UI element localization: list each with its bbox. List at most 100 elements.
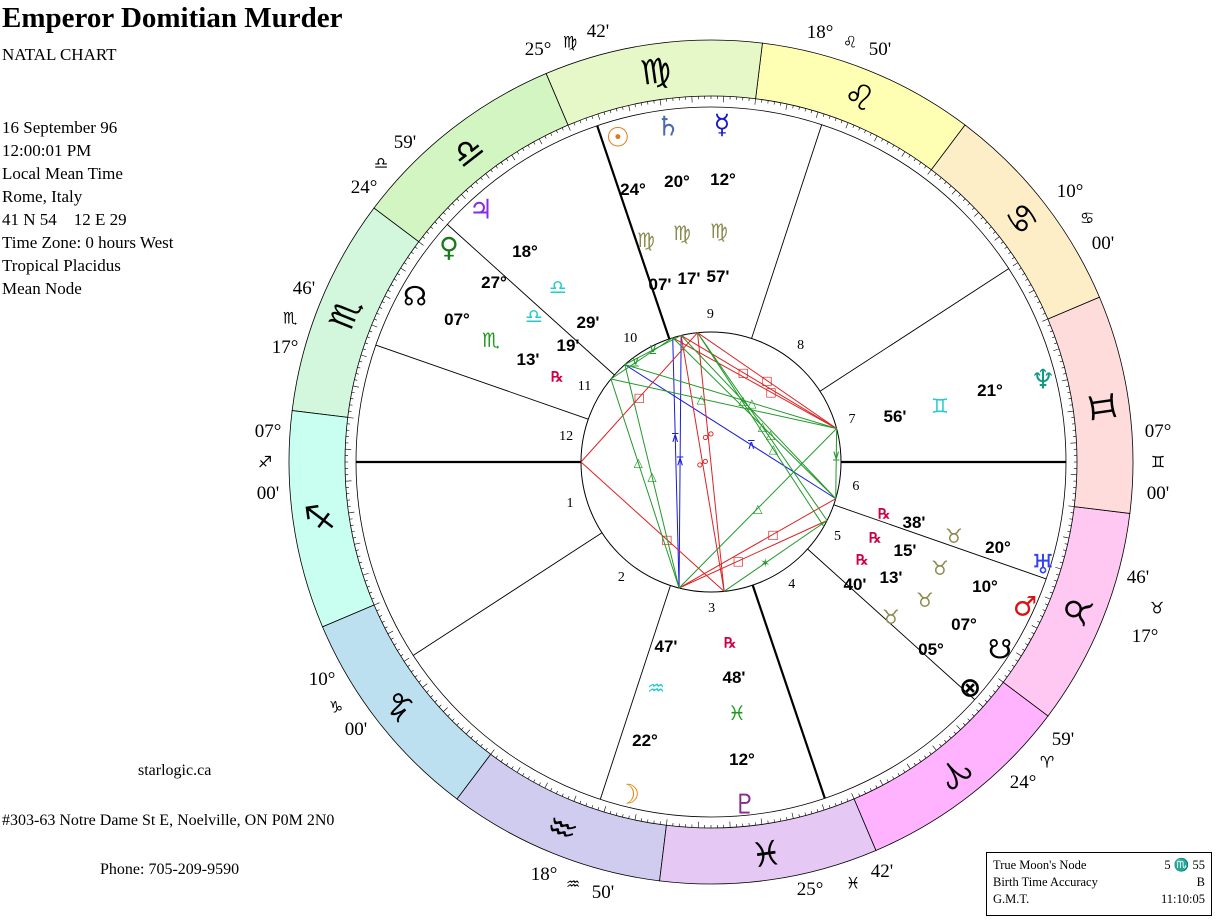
degree-tick xyxy=(615,108,618,112)
degree-tick xyxy=(376,312,380,315)
degree-tick xyxy=(1068,398,1072,400)
cusp-minute: 46' xyxy=(292,278,316,299)
degree-tick xyxy=(371,597,375,600)
sign-glyph-virgo-icon: ♍︎ xyxy=(638,49,675,94)
cusp-degree: 18° xyxy=(530,864,558,885)
degree-tick xyxy=(1054,342,1058,345)
aspect-line-square xyxy=(672,337,837,429)
cusp-degree: 25° xyxy=(796,879,824,900)
snode-retrograde-icon: ℞ xyxy=(855,551,869,568)
mars-icon: ♂︎ xyxy=(1012,591,1038,623)
degree-tick xyxy=(1000,241,1004,244)
degree-tick xyxy=(461,194,466,199)
cusp-degree: 10° xyxy=(1056,181,1084,202)
degree-tick xyxy=(1053,348,1060,352)
saturn-icon: ♄︎ xyxy=(655,111,681,143)
node-sign-icon: ♏︎ xyxy=(482,328,500,352)
degree-tick xyxy=(397,648,401,651)
degree-tick xyxy=(1018,267,1022,270)
aspect-line-semisextile xyxy=(624,335,682,366)
degree-tick xyxy=(352,385,359,388)
house-number-2: 2 xyxy=(617,570,625,586)
aspect-line-square xyxy=(580,461,725,592)
degree-tick xyxy=(1063,549,1067,551)
degree-tick xyxy=(640,818,643,822)
mercury-sign-icon: ♍︎ xyxy=(710,219,728,243)
cusp-minute: 42' xyxy=(870,861,894,882)
saturn-degree: 20° xyxy=(664,172,690,191)
degree-tick xyxy=(901,151,906,157)
degree-tick xyxy=(591,115,594,119)
aspect-square-icon: □ xyxy=(634,390,645,404)
degree-tick xyxy=(845,122,849,129)
degree-tick xyxy=(897,148,900,152)
degree-tick xyxy=(924,755,927,759)
aspect-line-trine xyxy=(624,364,680,589)
aspect-line-trine xyxy=(610,378,680,589)
cusp-sign-icon: ♈︎ xyxy=(1039,752,1055,772)
aspect-trine-icon: △ xyxy=(753,501,763,515)
mars-degree: 10° xyxy=(972,577,998,596)
degree-tick xyxy=(1042,318,1049,322)
coordinates: 41 N 54 12 E 29 xyxy=(2,210,127,229)
venus-minute: 19' xyxy=(556,336,580,355)
degree-tick xyxy=(573,122,576,126)
fortune-sign-icon: ♉︎ xyxy=(882,605,900,629)
degree-tick xyxy=(422,683,428,688)
house-number-11: 11 xyxy=(577,379,592,395)
cusp-degree: 10° xyxy=(308,669,336,690)
degree-tick xyxy=(414,675,418,678)
degree-tick xyxy=(369,591,373,594)
pluto-retrograde-icon: ℞ xyxy=(723,634,737,651)
degree-tick xyxy=(434,699,438,703)
aspect-square-icon: □ xyxy=(761,374,772,388)
cusp-sign-icon: ♐︎ xyxy=(257,452,273,472)
degree-tick xyxy=(798,814,800,818)
degree-tick xyxy=(357,366,361,369)
degree-tick xyxy=(357,555,361,558)
aspect-trine-icon: △ xyxy=(769,442,779,456)
degree-tick xyxy=(567,796,570,800)
degree-tick xyxy=(366,585,370,588)
mercury-minute: 57' xyxy=(706,267,730,286)
house-number-12: 12 xyxy=(559,429,574,445)
degree-tick xyxy=(918,162,922,165)
degree-tick xyxy=(390,284,394,287)
house-cusp-12 xyxy=(375,344,589,420)
degree-tick xyxy=(355,373,359,375)
aspect-square-icon: □ xyxy=(767,527,778,541)
snode-degree: 07° xyxy=(951,615,977,634)
aspect-opposition-icon: ☍ xyxy=(702,429,714,443)
cusp-degree: 17° xyxy=(1131,626,1159,647)
degree-tick xyxy=(628,815,630,819)
degree-tick xyxy=(364,579,368,582)
degree-tick xyxy=(411,669,414,673)
degree-tick xyxy=(603,111,606,115)
degree-tick xyxy=(362,348,366,351)
aspect-line-square xyxy=(697,332,837,429)
cusp-degree: 17° xyxy=(271,337,299,358)
neptune-icon: ♆︎ xyxy=(1030,364,1056,396)
degree-tick xyxy=(393,643,397,646)
degree-tick xyxy=(1021,273,1025,276)
degree-tick xyxy=(754,98,756,105)
sign-segment-pisces xyxy=(659,798,877,885)
degree-tick xyxy=(773,101,775,105)
degree-tick xyxy=(924,165,927,169)
degree-tick xyxy=(666,819,668,826)
degree-tick xyxy=(495,755,498,759)
degree-tick xyxy=(351,391,355,394)
snode-minute: 13' xyxy=(879,568,903,587)
website: starlogic.ca xyxy=(138,762,212,779)
degree-tick xyxy=(1068,505,1075,507)
degree-tick xyxy=(585,117,588,121)
cusp-degree: 07° xyxy=(254,421,282,442)
degree-tick xyxy=(511,766,514,770)
degree-tick xyxy=(470,185,474,189)
fortune-icon: ⊗︎ xyxy=(958,672,982,704)
degree-tick xyxy=(967,202,971,206)
degree-tick xyxy=(851,793,855,800)
info-row: Birth Time Accuracy B xyxy=(993,875,1205,889)
degree-tick xyxy=(544,782,548,789)
degree-tick xyxy=(828,115,831,119)
